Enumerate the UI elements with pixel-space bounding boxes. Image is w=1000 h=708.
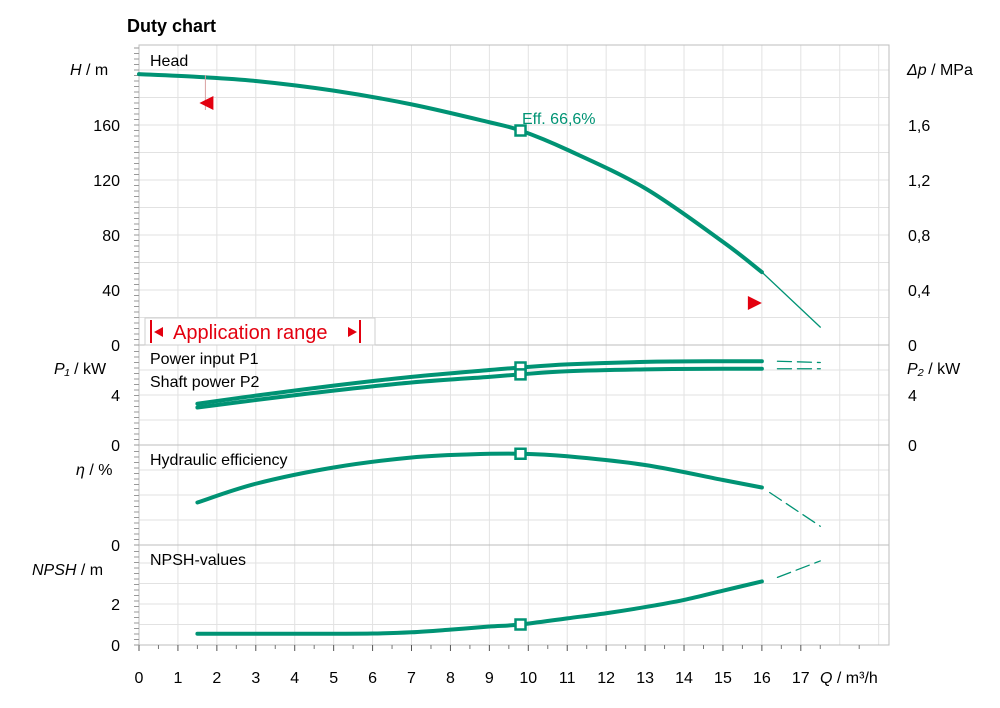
y-axis-symbol: H <box>70 62 82 79</box>
head-y-tick-left: 0 <box>111 338 120 355</box>
power-curve-1 <box>195 366 764 410</box>
x-tick-label: 14 <box>675 670 693 687</box>
y-axis-unit: / kW <box>924 361 961 378</box>
power-y-tick-right: 4 <box>908 388 917 405</box>
npsh-curve-0 <box>195 579 764 636</box>
y-axis-unit: / kW <box>70 361 107 378</box>
power-curve-extension <box>776 360 821 364</box>
head-curve-extension <box>761 271 821 328</box>
duty-point-marker <box>514 618 527 631</box>
x-tick-label: 15 <box>714 670 732 687</box>
shaft-power-label: Shaft power P2 <box>150 374 260 391</box>
head-y-tick-left: 80 <box>102 228 120 245</box>
power-y-axis-label-right: P₂ / kW <box>907 361 961 378</box>
x-tick-label: 8 <box>446 670 455 687</box>
y-axis-unit: / m <box>82 62 109 79</box>
range-end-arrow <box>747 296 762 310</box>
duty-point-marker <box>514 447 527 460</box>
application-range-frame <box>144 317 376 346</box>
chart-title: Duty chart <box>127 16 216 36</box>
x-tick-label: 17 <box>792 670 810 687</box>
y-axis-symbol: P₂ <box>907 361 924 378</box>
x-tick-label: 13 <box>636 670 654 687</box>
head-y-tick-left: 160 <box>93 118 120 135</box>
labels: Head Power input P1 Shaft power P2 Hydra… <box>150 53 596 569</box>
power-y-tick-left: 0 <box>111 438 120 455</box>
head-panel-frame <box>138 44 890 346</box>
y-axis-symbol: Δp <box>906 62 927 79</box>
npsh-y-tick-left: 2 <box>111 597 120 614</box>
npsh-panel-label: NPSH-values <box>150 552 246 569</box>
efficiency-y-tick-left: 0 <box>111 538 120 555</box>
x-tick-label: 7 <box>407 670 416 687</box>
y-axis-unit: / m <box>76 562 103 579</box>
npsh-y-axis-label: NPSH / m <box>32 562 103 579</box>
x-axis-symbol: Q <box>820 670 832 687</box>
x-tick-label: 9 <box>485 670 494 687</box>
power-y-axis-label: P₁ / kW <box>54 361 107 378</box>
head-y-tick-left: 40 <box>102 283 120 300</box>
x-tick-label: 11 <box>559 670 576 687</box>
npsh-curve-extension <box>776 560 821 578</box>
head-y-tick-right: 0,4 <box>908 283 930 300</box>
head-curve-extension <box>138 73 199 78</box>
head-y-tick-right: 0 <box>908 338 917 355</box>
efficiency-curve-extension <box>769 491 821 527</box>
efficiency-y-axis-label: η / % <box>76 462 112 479</box>
head-panel-label: Head <box>150 53 188 70</box>
x-tick-label: 2 <box>212 670 221 687</box>
duty-point-marker <box>514 124 527 137</box>
y-axis-symbol: NPSH <box>32 562 77 579</box>
x-tick-label: 10 <box>519 670 537 687</box>
efficiency-annotation: Eff. 66,6% <box>522 111 596 128</box>
application-range-label: Application range <box>173 322 328 344</box>
power-y-tick-right: 0 <box>908 438 917 455</box>
power-y-tick-left: 4 <box>111 388 120 405</box>
range-left-arrow <box>154 327 163 337</box>
x-tick-label: 3 <box>251 670 260 687</box>
x-tick-label: 12 <box>597 670 615 687</box>
x-tick-label: 5 <box>329 670 338 687</box>
y-axis-symbol: η <box>76 462 85 479</box>
head-y-tick-right: 1,6 <box>908 118 930 135</box>
head-y-tick-right: 0,8 <box>908 228 930 245</box>
x-tick-label: 6 <box>368 670 377 687</box>
x-tick-label: 4 <box>290 670 299 687</box>
application-range-box: Application range <box>144 317 376 346</box>
npsh-y-tick-left: 0 <box>111 638 120 655</box>
range-start-arrow <box>199 96 214 110</box>
x-tick-label: 16 <box>753 670 771 687</box>
power-curve-0 <box>195 359 764 406</box>
axes: 0 1 2 3 4 5 6 7 8 9 10 11 12 13 14 15 16 17 Q / m³/h040801… <box>32 47 973 687</box>
x-tick-label: 0 <box>135 670 144 687</box>
power-input-label: Power input P1 <box>150 351 259 368</box>
duty-point-marker <box>514 368 527 381</box>
y-axis-unit: / % <box>85 462 113 479</box>
x-tick-label: 1 <box>173 670 182 687</box>
head-y-axis-label: H / m <box>70 62 108 79</box>
head-y-tick-left: 120 <box>93 173 120 190</box>
efficiency-curve-0 <box>195 451 764 505</box>
efficiency-panel-label: Hydraulic efficiency <box>150 452 288 469</box>
range-right-arrow <box>348 327 357 337</box>
head-curve-0 <box>137 72 764 275</box>
x-axis-label: Q / m³/h <box>820 670 878 687</box>
curves: Application range <box>137 72 821 636</box>
npsh-panel-frame <box>138 544 890 646</box>
head-y-axis-label-right: Δp / MPa <box>906 62 973 79</box>
head-y-tick-right: 1,2 <box>908 173 930 190</box>
y-axis-unit: / MPa <box>927 62 973 79</box>
x-axis-unit: / m³/h <box>832 670 877 687</box>
y-axis-symbol: P₁ <box>54 361 70 378</box>
